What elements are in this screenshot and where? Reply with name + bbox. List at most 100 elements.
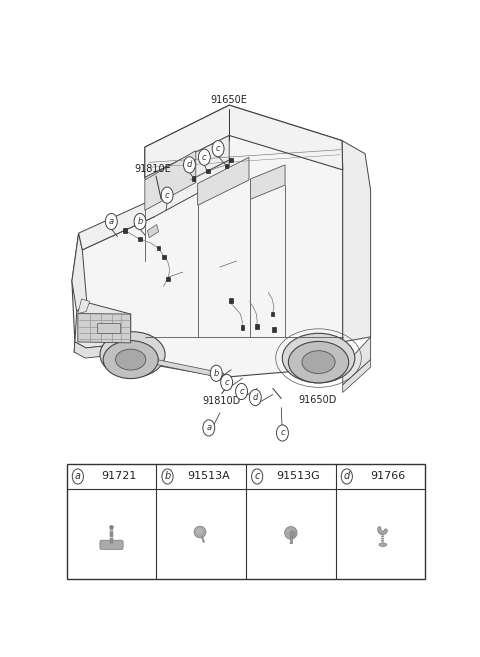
Bar xyxy=(271,312,275,317)
Ellipse shape xyxy=(282,333,355,383)
Ellipse shape xyxy=(110,526,113,528)
Polygon shape xyxy=(145,105,343,177)
Bar xyxy=(255,325,259,329)
Ellipse shape xyxy=(381,535,384,537)
Ellipse shape xyxy=(196,528,203,534)
Ellipse shape xyxy=(116,349,146,370)
Bar xyxy=(110,528,113,530)
Polygon shape xyxy=(343,337,371,385)
Ellipse shape xyxy=(103,340,158,378)
Polygon shape xyxy=(343,359,371,392)
Text: b: b xyxy=(137,217,143,226)
Ellipse shape xyxy=(100,332,165,377)
Circle shape xyxy=(221,374,233,390)
Ellipse shape xyxy=(110,542,113,544)
Circle shape xyxy=(252,469,263,484)
Bar xyxy=(240,325,244,330)
Ellipse shape xyxy=(289,530,296,537)
Circle shape xyxy=(236,384,248,399)
Bar xyxy=(138,237,142,242)
Circle shape xyxy=(162,469,173,484)
Text: 91513A: 91513A xyxy=(187,472,230,482)
Ellipse shape xyxy=(288,342,348,383)
Text: 91513G: 91513G xyxy=(276,472,320,482)
Text: c: c xyxy=(216,144,220,153)
Text: c: c xyxy=(254,472,260,482)
Polygon shape xyxy=(202,537,204,543)
Polygon shape xyxy=(79,160,229,250)
Text: c: c xyxy=(224,378,229,387)
Ellipse shape xyxy=(290,542,292,544)
Text: a: a xyxy=(75,472,81,482)
Bar xyxy=(157,246,160,250)
Text: b: b xyxy=(164,472,170,482)
Text: d: d xyxy=(187,160,192,170)
Text: 91810D: 91810D xyxy=(203,396,241,406)
Ellipse shape xyxy=(381,532,384,533)
Bar xyxy=(67,464,425,579)
Bar xyxy=(163,255,166,260)
Text: 91650E: 91650E xyxy=(211,95,248,105)
Ellipse shape xyxy=(381,538,384,539)
Text: 91810E: 91810E xyxy=(134,164,170,174)
Polygon shape xyxy=(78,313,131,343)
Text: c: c xyxy=(239,387,244,396)
Text: d: d xyxy=(252,393,258,402)
Bar xyxy=(289,536,292,543)
Polygon shape xyxy=(342,141,371,342)
Circle shape xyxy=(106,214,117,229)
Polygon shape xyxy=(72,233,87,311)
Ellipse shape xyxy=(381,533,384,535)
Bar xyxy=(110,540,113,542)
Text: 91766: 91766 xyxy=(370,472,405,482)
Bar xyxy=(272,327,276,332)
Bar xyxy=(110,538,113,540)
Ellipse shape xyxy=(381,540,384,541)
Ellipse shape xyxy=(194,526,206,538)
Text: d: d xyxy=(344,472,350,482)
Polygon shape xyxy=(75,302,131,348)
Circle shape xyxy=(203,420,215,436)
Text: c: c xyxy=(280,428,285,438)
FancyBboxPatch shape xyxy=(100,540,123,549)
Circle shape xyxy=(198,149,210,166)
Bar xyxy=(229,298,233,303)
Polygon shape xyxy=(132,355,224,378)
Circle shape xyxy=(212,141,224,157)
Bar xyxy=(225,164,228,168)
Bar xyxy=(110,531,113,533)
Circle shape xyxy=(134,214,146,229)
Polygon shape xyxy=(147,225,158,238)
Text: c: c xyxy=(202,153,207,162)
Bar xyxy=(123,229,127,233)
Circle shape xyxy=(183,157,195,173)
Bar xyxy=(206,169,210,173)
Polygon shape xyxy=(251,165,285,199)
Polygon shape xyxy=(72,105,343,377)
Circle shape xyxy=(276,425,288,441)
Circle shape xyxy=(161,187,173,203)
Circle shape xyxy=(341,469,352,484)
Text: 91650D: 91650D xyxy=(298,395,336,405)
Text: b: b xyxy=(214,369,219,378)
Text: 91721: 91721 xyxy=(101,472,136,482)
Bar xyxy=(229,158,233,162)
Bar xyxy=(110,535,113,537)
Circle shape xyxy=(210,365,222,381)
Ellipse shape xyxy=(285,526,297,539)
Polygon shape xyxy=(145,135,229,200)
Bar xyxy=(110,533,113,535)
Polygon shape xyxy=(74,342,132,358)
Polygon shape xyxy=(78,299,90,313)
Bar xyxy=(97,323,120,333)
Text: c: c xyxy=(165,191,169,200)
Bar xyxy=(192,176,195,181)
Circle shape xyxy=(249,390,261,405)
Bar xyxy=(166,277,169,281)
Polygon shape xyxy=(145,150,196,210)
Text: a: a xyxy=(109,217,114,226)
Text: a: a xyxy=(206,423,211,432)
Circle shape xyxy=(72,469,84,484)
Ellipse shape xyxy=(302,351,335,374)
Ellipse shape xyxy=(379,543,387,547)
